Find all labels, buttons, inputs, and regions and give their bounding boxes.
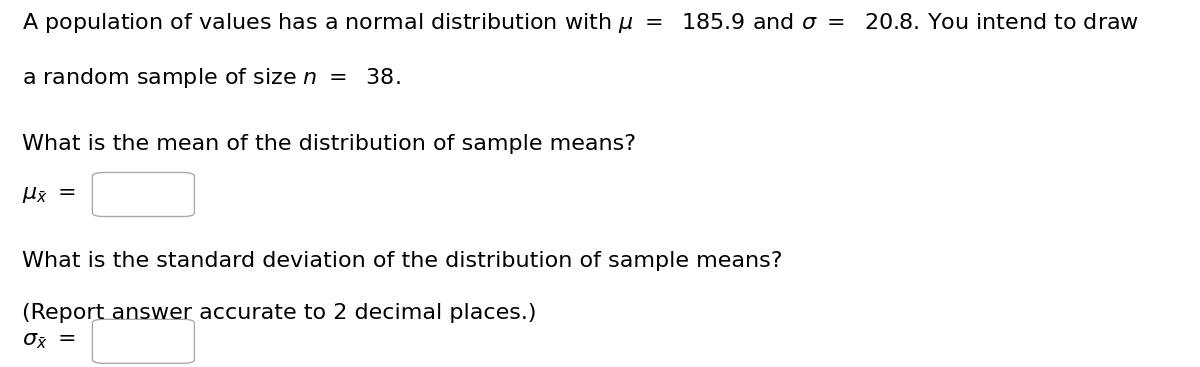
FancyBboxPatch shape [92, 319, 194, 363]
FancyBboxPatch shape [92, 172, 194, 217]
Text: What is the mean of the distribution of sample means?: What is the mean of the distribution of … [22, 134, 636, 154]
Text: What is the standard deviation of the distribution of sample means?: What is the standard deviation of the di… [22, 251, 782, 271]
Text: (Report answer accurate to 2 decimal places.): (Report answer accurate to 2 decimal pla… [22, 303, 536, 323]
Text: $\mu_{\bar{x}}\ = $: $\mu_{\bar{x}}\ = $ [22, 185, 76, 204]
Text: a random sample of size $n\ =\ $ 38.: a random sample of size $n\ =\ $ 38. [22, 66, 401, 90]
Text: A population of values has a normal distribution with $\mu\ =\ $ 185.9 and $\sig: A population of values has a normal dist… [22, 11, 1139, 35]
Text: $\sigma_{\bar{x}}\ = $: $\sigma_{\bar{x}}\ = $ [22, 331, 76, 351]
